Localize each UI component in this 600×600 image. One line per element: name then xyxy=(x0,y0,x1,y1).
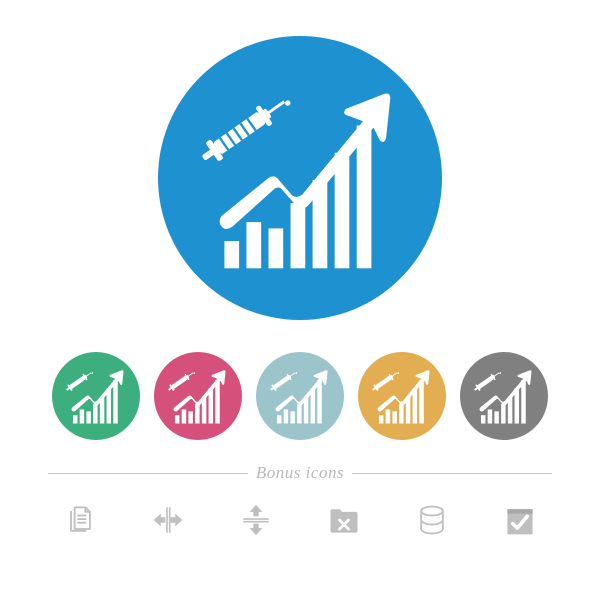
vaccination-growth-chart-icon-large xyxy=(158,36,442,320)
bonus-icons-label: Bonus icons xyxy=(0,463,600,483)
resize-vertical-icon xyxy=(236,500,276,540)
variant-green xyxy=(52,352,140,440)
color-variant-row xyxy=(0,352,600,440)
variant-gray xyxy=(460,352,548,440)
variant-pink xyxy=(154,352,242,440)
documents-icon xyxy=(60,500,100,540)
database-icon xyxy=(412,500,452,540)
bonus-icons-row xyxy=(0,500,600,540)
folder-delete-icon xyxy=(324,500,364,540)
variant-teal xyxy=(256,352,344,440)
variant-amber xyxy=(358,352,446,440)
checkbox-icon xyxy=(500,500,540,540)
resize-horizontal-icon xyxy=(148,500,188,540)
vaccination-chart-glyph xyxy=(195,73,405,283)
